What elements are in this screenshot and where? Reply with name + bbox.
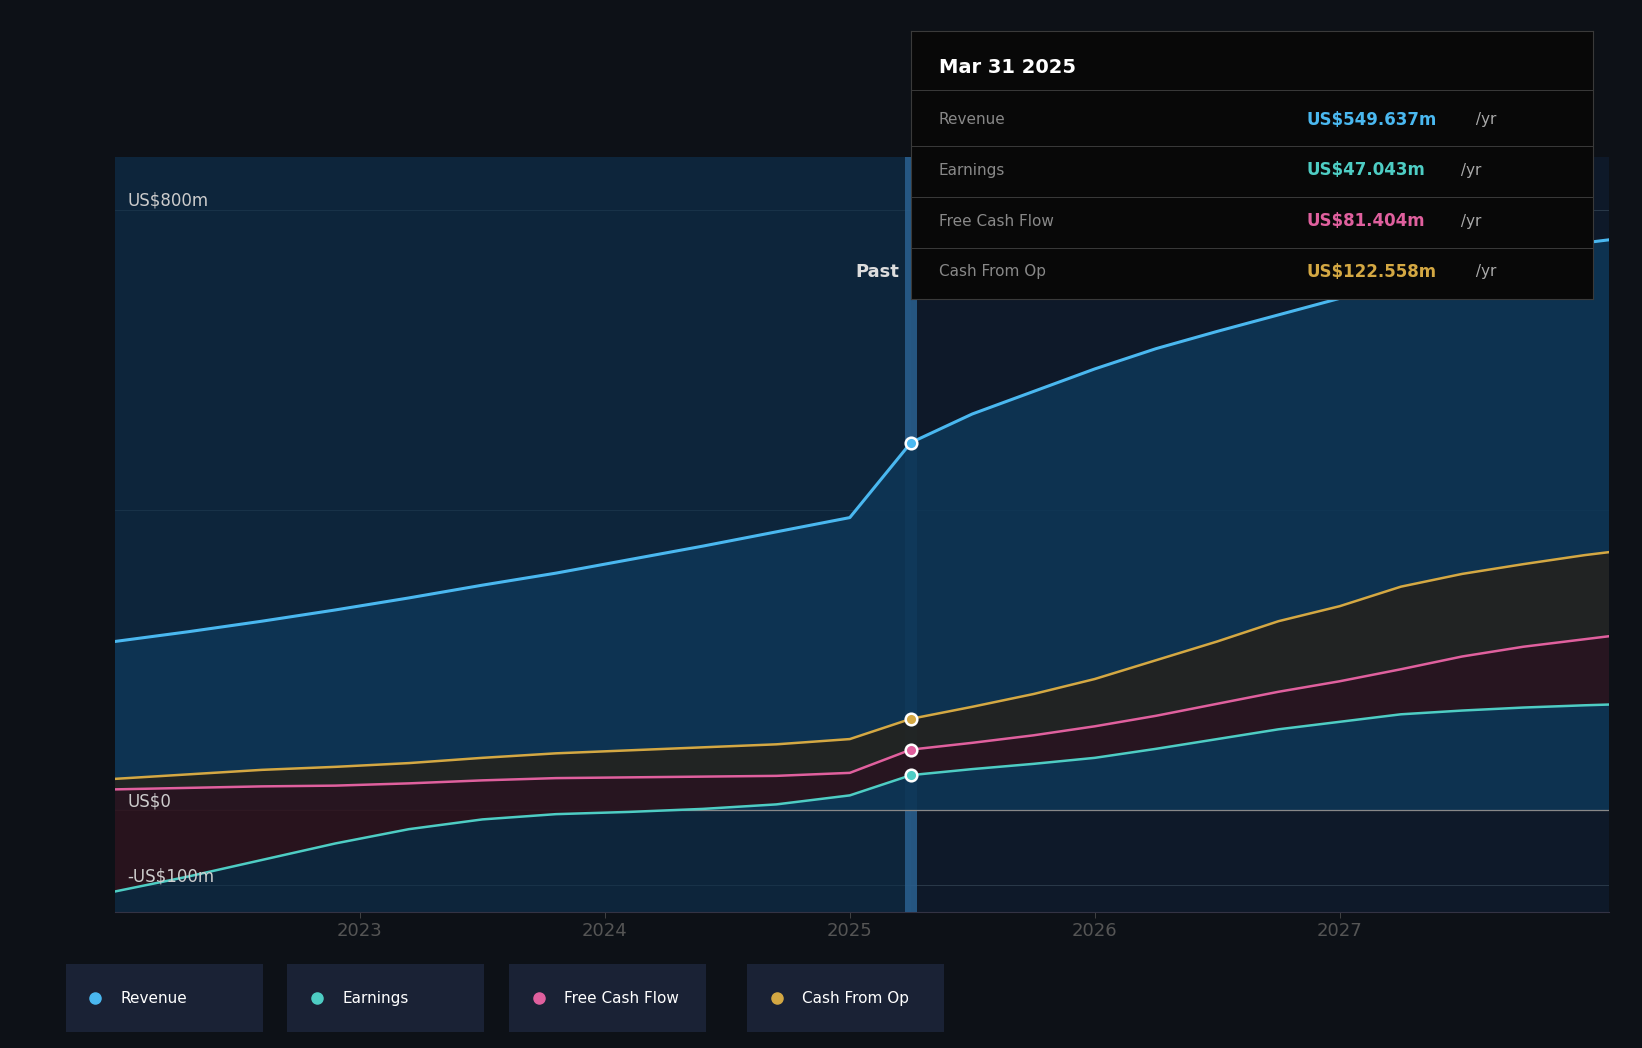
- Bar: [115, 157, 911, 912]
- Text: Revenue: Revenue: [939, 112, 1005, 127]
- Text: US$549.637m: US$549.637m: [1307, 111, 1437, 129]
- Text: Mar 31 2025: Mar 31 2025: [939, 58, 1076, 78]
- Point: [898, 434, 924, 451]
- Text: Earnings: Earnings: [343, 990, 409, 1006]
- Point: [898, 767, 924, 784]
- Text: /yr: /yr: [1471, 264, 1498, 280]
- Text: US$81.404m: US$81.404m: [1307, 212, 1425, 231]
- Text: US$800m: US$800m: [126, 192, 209, 210]
- Text: US$47.043m: US$47.043m: [1307, 161, 1425, 179]
- Text: Free Cash Flow: Free Cash Flow: [939, 214, 1054, 228]
- Text: /yr: /yr: [1456, 214, 1481, 228]
- Point: [898, 711, 924, 727]
- Text: /yr: /yr: [1471, 112, 1498, 127]
- Text: -US$100m: -US$100m: [126, 868, 215, 886]
- Text: /yr: /yr: [1456, 162, 1481, 178]
- Text: Cash From Op: Cash From Op: [939, 264, 1046, 280]
- Text: Revenue: Revenue: [122, 990, 187, 1006]
- Text: US$122.558m: US$122.558m: [1307, 263, 1437, 281]
- Text: Past: Past: [855, 263, 898, 281]
- Point: [898, 741, 924, 758]
- Text: Cash From Op: Cash From Op: [803, 990, 910, 1006]
- Text: Free Cash Flow: Free Cash Flow: [565, 990, 680, 1006]
- Text: Analysts Forecasts: Analysts Forecasts: [931, 263, 1098, 281]
- Text: Earnings: Earnings: [939, 162, 1005, 178]
- Bar: [905, 157, 918, 912]
- Text: US$0: US$0: [126, 792, 171, 810]
